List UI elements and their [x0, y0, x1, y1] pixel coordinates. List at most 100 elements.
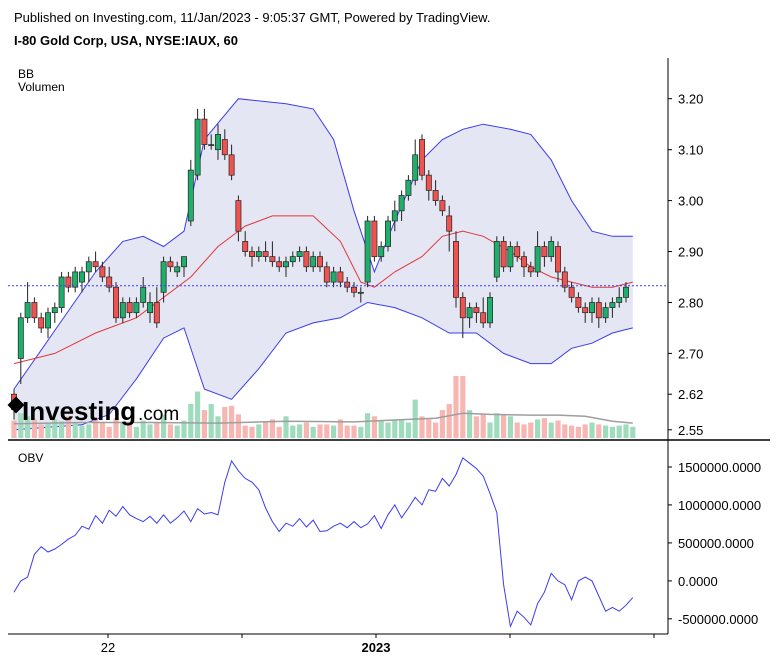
candle	[623, 282, 629, 303]
candle-body	[344, 281, 351, 288]
volume-bar	[242, 425, 248, 438]
candle	[419, 134, 425, 181]
candle	[79, 266, 85, 293]
volume-bar	[331, 425, 337, 438]
price-tick-label: 3.10	[678, 143, 703, 158]
candle	[17, 312, 24, 384]
volume-bar	[603, 425, 609, 438]
candle-body	[568, 286, 575, 298]
candle	[582, 302, 589, 323]
candle-body	[92, 261, 99, 268]
candle-body	[85, 261, 92, 273]
candle	[425, 170, 432, 201]
candle-body	[283, 261, 289, 268]
obv-line	[13, 457, 634, 629]
volume-bar	[263, 422, 269, 438]
candle-body	[235, 200, 242, 232]
candle-body	[609, 302, 616, 308]
obv-tick-label: -500000.0000	[678, 612, 758, 627]
candle-body	[493, 241, 500, 278]
candle	[446, 205, 453, 252]
candle	[269, 241, 276, 267]
candle	[548, 236, 555, 262]
candle	[527, 261, 534, 277]
candle	[228, 144, 235, 181]
time-axis: 22 2023	[101, 634, 655, 655]
volume-bar	[616, 425, 622, 438]
candle-body	[221, 139, 228, 156]
price-tick-label: 2.90	[678, 245, 703, 260]
candle	[235, 195, 242, 242]
candle-body	[337, 271, 344, 283]
candle-body	[140, 286, 147, 303]
candle	[439, 195, 446, 216]
volume-bar	[161, 414, 167, 438]
volume-bar	[52, 419, 58, 438]
candle	[385, 215, 391, 252]
candle-body	[113, 286, 119, 319]
volume-bar	[365, 413, 371, 438]
candle-body	[58, 276, 65, 308]
candle	[160, 256, 167, 303]
candle-body	[425, 174, 432, 191]
price-pane: BB Volumen Investing .com	[7, 58, 668, 440]
volume-bar	[535, 419, 541, 438]
volume-bar	[93, 419, 99, 438]
watermark-suffix: .com	[138, 404, 179, 425]
candle-body	[296, 251, 303, 257]
candle	[106, 266, 113, 293]
candle-body	[99, 266, 106, 278]
candle	[255, 246, 262, 262]
volume-bar	[351, 425, 357, 438]
volume-bar	[528, 422, 534, 438]
volume-bar	[201, 410, 207, 438]
candle-body	[602, 307, 609, 319]
candle	[85, 256, 92, 283]
volume-bar	[290, 425, 296, 438]
candle-body	[201, 118, 208, 145]
candle	[541, 241, 548, 267]
candle	[534, 231, 541, 277]
candle	[500, 236, 507, 272]
volume-bar	[127, 424, 133, 438]
candle-body	[147, 302, 153, 314]
volume-bar	[25, 416, 31, 438]
candle	[317, 251, 323, 272]
price-tick-label: 2.80	[678, 296, 703, 311]
candle-body	[487, 297, 493, 324]
candle	[215, 124, 221, 160]
volume-bar	[446, 403, 452, 438]
volume-bar	[337, 419, 343, 438]
candle	[589, 297, 595, 323]
volume-bar	[501, 414, 507, 438]
candle-body	[51, 307, 58, 314]
candle-body	[38, 317, 45, 329]
candle	[24, 282, 31, 323]
candle	[113, 282, 119, 323]
price-tick-label: 2.62	[678, 387, 703, 402]
candle-body	[385, 220, 391, 247]
candle-body	[126, 302, 133, 314]
candle-body	[371, 220, 378, 258]
volume-bar	[235, 414, 241, 438]
candle-body	[351, 286, 357, 293]
candle-body	[310, 256, 317, 268]
volume-bar	[473, 416, 479, 438]
obv-tick-label: 1000000.0000	[678, 498, 761, 513]
candle-body	[595, 302, 602, 319]
candle	[487, 292, 493, 328]
candle-body	[215, 134, 221, 151]
candle	[507, 241, 514, 272]
volume-bar	[106, 426, 112, 438]
candle-body	[364, 220, 371, 283]
volume-bar	[358, 426, 364, 438]
candle-body	[473, 307, 480, 314]
candle-body	[187, 169, 194, 222]
candle	[38, 312, 45, 333]
bollinger-band-fill	[14, 98, 633, 430]
candle	[453, 231, 459, 308]
volume-bar	[154, 422, 160, 438]
volume-bar	[317, 424, 323, 438]
candle	[378, 241, 385, 262]
candle-body	[527, 266, 534, 273]
